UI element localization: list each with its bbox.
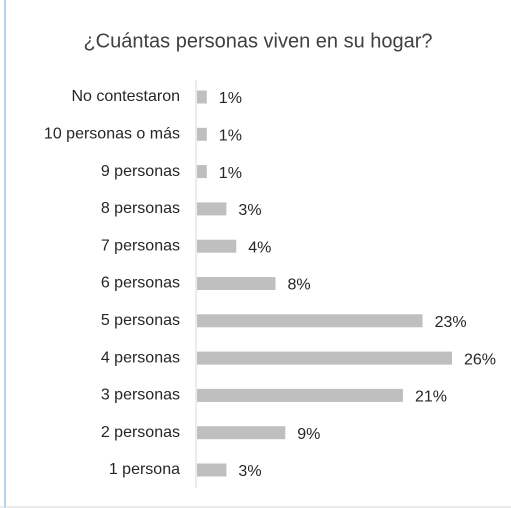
category-label: 10 personas o más: [44, 126, 180, 143]
category-label: 3 personas: [101, 387, 180, 404]
category-label: 7 personas: [101, 237, 180, 254]
bar: [197, 388, 403, 402]
value-label: 1%: [219, 165, 242, 182]
value-label: 23%: [435, 314, 467, 331]
category-label: No contestaron: [71, 88, 180, 105]
category-label: 1 persona: [109, 461, 180, 478]
value-label: 9%: [297, 426, 320, 443]
bar: [197, 426, 286, 440]
category-label: 9 personas: [101, 163, 180, 180]
value-label: 3%: [238, 202, 261, 219]
bar: [197, 202, 227, 216]
bar: [197, 165, 207, 179]
bar: [197, 239, 237, 253]
bar: [197, 351, 452, 365]
category-label: 4 personas: [101, 349, 180, 366]
bar: [197, 127, 207, 141]
value-label: 1%: [219, 90, 242, 107]
category-label: 5 personas: [101, 312, 180, 329]
bar: [197, 90, 207, 104]
value-label: 4%: [248, 239, 271, 256]
value-label: 26%: [464, 351, 496, 368]
value-label: 1%: [219, 128, 242, 145]
chart-title: ¿Cuántas personas viven en su hogar?: [83, 30, 432, 52]
category-label: 8 personas: [101, 200, 180, 217]
value-label: 21%: [415, 389, 447, 406]
value-label: 8%: [287, 277, 310, 294]
category-label: 2 personas: [101, 424, 180, 441]
value-label: 3%: [238, 463, 261, 480]
category-label: 6 personas: [101, 275, 180, 292]
bar: [197, 277, 276, 290]
bar: [197, 463, 227, 477]
bar: [197, 314, 423, 328]
